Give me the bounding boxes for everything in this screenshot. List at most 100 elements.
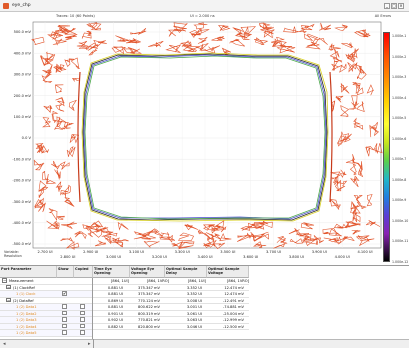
contour-blob bbox=[333, 175, 339, 185]
contour-blob bbox=[365, 220, 381, 227]
cell-time: 0.881 UI bbox=[107, 305, 123, 309]
copied-checkbox[interactable] bbox=[80, 310, 85, 315]
contour-blob bbox=[88, 49, 98, 56]
tree-row-group-b[interactable]: − (2) DataRef bbox=[0, 297, 92, 304]
contour-blob bbox=[47, 31, 64, 40]
show-checkbox[interactable] bbox=[62, 317, 67, 322]
table-row[interactable]: 0.881 UI 375.347 mV 3.352 UI 12.474 mV bbox=[93, 291, 249, 298]
collapse-icon[interactable]: − bbox=[6, 284, 11, 290]
x-tick-label: 3.400 UI bbox=[197, 255, 212, 259]
horizontal-scrollbar[interactable]: ◂ ▸ bbox=[0, 339, 409, 348]
contour-blob bbox=[113, 239, 129, 248]
tree-row-data[interactable]: 1 (2) Data3 bbox=[0, 317, 92, 324]
contour-blob bbox=[370, 122, 380, 133]
contour-blob bbox=[355, 84, 364, 96]
contour-blob bbox=[305, 237, 319, 246]
contour-blob bbox=[66, 146, 76, 158]
contour-blob bbox=[329, 197, 341, 210]
contour-blob bbox=[90, 220, 104, 228]
tree-row-group-a-child[interactable]: 1 (1) Clock ✔ bbox=[0, 291, 92, 298]
copied-checkbox[interactable] bbox=[80, 330, 85, 335]
tree-row-data[interactable]: 1 (2) Data2 bbox=[0, 310, 92, 317]
scroll-right-icon[interactable]: ▸ bbox=[88, 341, 91, 347]
cell-delay: 3.352 UI bbox=[186, 292, 202, 296]
contour-blob bbox=[31, 36, 45, 45]
contour-blob bbox=[218, 25, 231, 31]
contour-blob bbox=[212, 242, 225, 250]
contour-blob bbox=[35, 143, 44, 150]
eye-diagram-plot[interactable]: Traces: 10 (60 Points) UI = 2.000 ns All… bbox=[0, 12, 409, 265]
col-optimal-sample-voltage[interactable]: Optimal Sample Voltage bbox=[207, 266, 249, 278]
contour-blob bbox=[353, 117, 364, 130]
contour-blob bbox=[57, 24, 71, 33]
contour-blob bbox=[93, 39, 107, 47]
show-checkbox-checked[interactable]: ✔ bbox=[62, 291, 67, 296]
y-tick-label: 300.0 mV bbox=[14, 73, 32, 77]
contour-blob bbox=[165, 44, 182, 53]
contour-blob bbox=[211, 226, 227, 234]
x-axis-ticks: 2.700 UI 2.800 UI 2.900 UI 3.000 UI 3.100 UI… bbox=[37, 250, 372, 259]
cell-voltage: 770.124 mV bbox=[138, 298, 160, 303]
contour-blob bbox=[70, 57, 80, 70]
x-tick-label: 3.600 UI bbox=[243, 255, 258, 259]
close-button[interactable]: × bbox=[398, 3, 404, 9]
show-checkbox[interactable] bbox=[62, 310, 67, 315]
copied-checkbox[interactable] bbox=[80, 317, 85, 322]
copied-checkbox[interactable] bbox=[80, 323, 85, 328]
tree-label-group-a: (1) ClockRef bbox=[13, 285, 35, 290]
contour-blob bbox=[197, 229, 206, 236]
contour-blob bbox=[352, 81, 361, 89]
minimize-button[interactable]: _ bbox=[384, 3, 390, 9]
cell-volt: -12.500 mV bbox=[223, 324, 244, 329]
colorbar-label: 1.000e-3 bbox=[392, 75, 407, 80]
cell-voltage: 820.800 mV bbox=[138, 324, 160, 329]
contour-blob bbox=[42, 170, 49, 180]
contour-blob bbox=[65, 34, 78, 41]
contour-blob bbox=[305, 41, 321, 50]
table-row[interactable]: 0.869 UI 770.124 mV 3.008 UI -12.491 mV bbox=[93, 298, 249, 304]
contour-blob bbox=[61, 221, 77, 229]
col-copied[interactable]: Copied bbox=[74, 266, 93, 278]
scroll-left-icon[interactable]: ◂ bbox=[3, 341, 6, 347]
col-time-eye-opening[interactable]: Time Eye Opening bbox=[93, 266, 130, 278]
col-show[interactable]: Show bbox=[57, 266, 74, 278]
table-row[interactable]: 0.881 UI 375.347 mV 3.352 UI 12.474 mV bbox=[93, 285, 249, 291]
contour-blob bbox=[52, 38, 67, 46]
contour-blob bbox=[48, 208, 58, 222]
contour-blob bbox=[189, 29, 202, 36]
table-row[interactable]: 0.882 UI 820.800 mV 3.046 UI -12.500 mV bbox=[93, 324, 249, 330]
col-voltage-eye-opening[interactable]: Voltage Eye Opening bbox=[130, 266, 165, 278]
contour-blob bbox=[173, 22, 188, 30]
cell-delay: 3.352 UI bbox=[186, 285, 202, 290]
table-row[interactable]: 0.902 UI 770.821 mV 3.063 UI -12.999 mV bbox=[93, 317, 249, 324]
tree-row-data[interactable]: 1 (2) Data5 bbox=[0, 330, 92, 337]
contour-blob bbox=[46, 173, 57, 185]
colorbar-label: 1.000e-7 bbox=[392, 157, 407, 162]
tree-label-clock: 1 (1) Clock bbox=[16, 292, 36, 296]
maximize-button[interactable]: □ bbox=[391, 3, 397, 9]
col-port-parameter[interactable]: Port Parameter bbox=[0, 266, 57, 278]
panel-splitter[interactable] bbox=[93, 339, 94, 348]
table-row[interactable]: 0.881 UI 800.622 mV 3.001 UI -74.881 mV bbox=[93, 304, 249, 311]
y-tick-label: 400.0 mV bbox=[14, 51, 32, 55]
tree-row-measurement[interactable]: − Measurement bbox=[0, 278, 92, 285]
contour-blob bbox=[109, 237, 123, 244]
tree-row-data[interactable]: 1 (2) Data1 bbox=[0, 304, 92, 311]
table-row[interactable]: 0.901 UI 800.319 mV 3.061 UI -25.004 mV bbox=[93, 311, 249, 317]
show-checkbox[interactable] bbox=[62, 304, 67, 309]
tree-row-group-a[interactable]: − (1) ClockRef bbox=[0, 284, 92, 291]
error-mode-label: All Errors bbox=[374, 14, 391, 18]
app-icon bbox=[3, 3, 9, 9]
contour-blob bbox=[276, 236, 287, 244]
contour-blob bbox=[253, 241, 267, 248]
contour-blob bbox=[148, 230, 163, 237]
contour-blob bbox=[206, 232, 222, 240]
show-checkbox[interactable] bbox=[62, 330, 67, 335]
copied-checkbox[interactable] bbox=[80, 304, 85, 309]
collapse-icon[interactable]: − bbox=[2, 278, 7, 283]
tree-row-data[interactable]: 1 (2) Data4 bbox=[0, 323, 92, 330]
contour-blob bbox=[55, 104, 65, 112]
show-checkbox[interactable] bbox=[62, 323, 67, 328]
col-optimal-sample-delay[interactable]: Optimal Sample Delay bbox=[165, 266, 207, 278]
collapse-icon[interactable]: − bbox=[6, 297, 11, 303]
